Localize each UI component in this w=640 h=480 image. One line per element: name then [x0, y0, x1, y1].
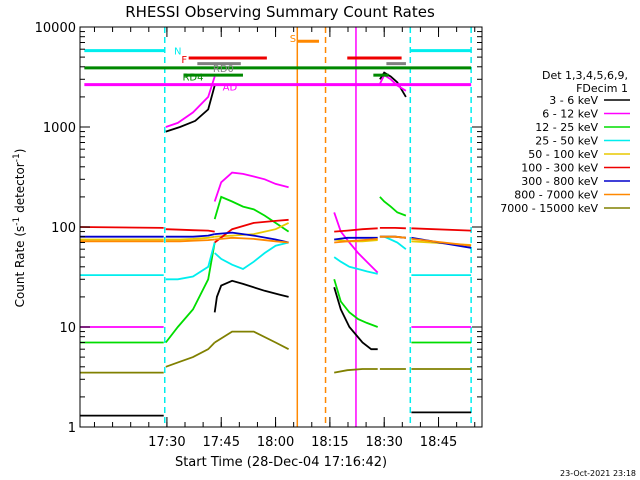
legend-label-0: 3 - 6 keV: [549, 94, 598, 107]
x-tick-label-5: 18:45: [420, 435, 457, 450]
series-2-segment-2: [213, 195, 290, 233]
series-4-segment-2: [214, 222, 289, 238]
series-1-segment-3: [333, 212, 379, 274]
series-0-segment-3: [333, 286, 378, 351]
x-tick-label-4: 18:30: [365, 435, 402, 450]
series-0-segment-1: [165, 85, 216, 133]
y-tick-label-3: 1000: [43, 121, 76, 136]
series-7-segment-3: [334, 238, 378, 244]
y-tick-label-0: 1: [68, 421, 76, 436]
flag-label-5: S: [290, 34, 296, 45]
footer-timestamp: 23-Oct-2021 23:18: [560, 469, 636, 478]
series-4-segment-1: [165, 235, 215, 241]
legend-label-6: 300 - 800 keV: [521, 175, 598, 188]
series-2-segment-4: [379, 196, 407, 217]
series-3-segment-3: [333, 256, 378, 275]
y-axis-label: Count Rate (s-1 detector-1): [12, 149, 27, 308]
y-tick-label-1: 10: [59, 321, 76, 336]
series-7-segment-1: [165, 238, 215, 243]
legend-label-3: 25 - 50 keV: [535, 135, 598, 148]
y-tick-label-4: 10000: [35, 21, 76, 36]
legend-label-2: 12 - 25 keV: [535, 121, 598, 134]
chart-title: RHESSI Observing Summary Count Rates: [125, 3, 435, 21]
legend-header-1: FDecim 1: [576, 82, 628, 95]
legend-label-8: 7000 - 15000 keV: [500, 202, 598, 215]
x-tick-label-1: 17:45: [203, 435, 240, 450]
flag-label-3: RD4: [182, 72, 203, 83]
x-tick-label-0: 17:30: [148, 435, 185, 450]
flag-label-1: F: [181, 55, 187, 66]
legend-label-4: 50 - 100 keV: [528, 148, 598, 161]
series-8-segment-3: [334, 368, 378, 374]
series-3-segment-2: [214, 241, 289, 271]
series-7-segment-2: [214, 236, 289, 244]
series-0-segment-2: [213, 279, 289, 313]
y-axis-label-sup-1: -1: [12, 217, 22, 226]
legend-header-0: Det 1,3,4,5,6,9,: [542, 69, 628, 82]
series-1-segment-4: [379, 73, 407, 92]
y-axis-ticks: 1 10 100 1000 10000: [35, 21, 482, 436]
flag-label-0: N: [174, 47, 181, 58]
x-tick-label-2: 18:00: [257, 435, 294, 450]
y-axis-label-part-3: ): [13, 149, 27, 154]
legend-label-7: 800 - 7000 keV: [514, 189, 598, 202]
series-3-segment-1: [165, 242, 216, 281]
series-5-segment-1: [165, 228, 215, 233]
flag-label-2: RD0: [213, 64, 234, 75]
x-axis-label: Start Time (28-Dec-04 17:16:42): [175, 455, 387, 470]
x-axis-ticks: 17:30 17:45 18:00 18:15 18:30 18:45: [93, 27, 476, 450]
series-1-segment-2: [213, 171, 289, 202]
y-tick-label-2: 100: [51, 221, 76, 236]
series-5-segment-0: [79, 226, 164, 229]
series-2-segment-1: [165, 242, 216, 344]
x-tick-label-3: 18:15: [311, 435, 348, 450]
plot-area: NF RD0 RD4 AD S: [79, 26, 483, 428]
y-axis-label-part-1: Count Rate (s: [13, 226, 27, 308]
series-7-segment-4: [379, 235, 406, 239]
series-7-segment-5: [411, 238, 472, 247]
series-6-segment-3: [334, 236, 378, 241]
legend-label-5: 100 - 300 keV: [521, 162, 598, 175]
series-6-segment-1: [165, 233, 215, 238]
series-8-segment-2: [214, 330, 290, 351]
y-axis-label-part-2: detector: [13, 162, 27, 217]
legend-label-1: 6 - 12 keV: [542, 108, 598, 121]
series-3-segment-4: [379, 235, 407, 250]
y-axis-label-sup-2: -1: [12, 153, 22, 162]
flag-label-4: AD: [223, 82, 238, 93]
series-5-segment-5: [411, 227, 472, 232]
series-8-segment-1: [165, 341, 216, 368]
series-2-segment-3: [333, 279, 379, 328]
series-1-segment-1: [165, 76, 216, 128]
series-6-segment-2: [214, 231, 289, 244]
series-5-segment-3: [334, 227, 378, 233]
